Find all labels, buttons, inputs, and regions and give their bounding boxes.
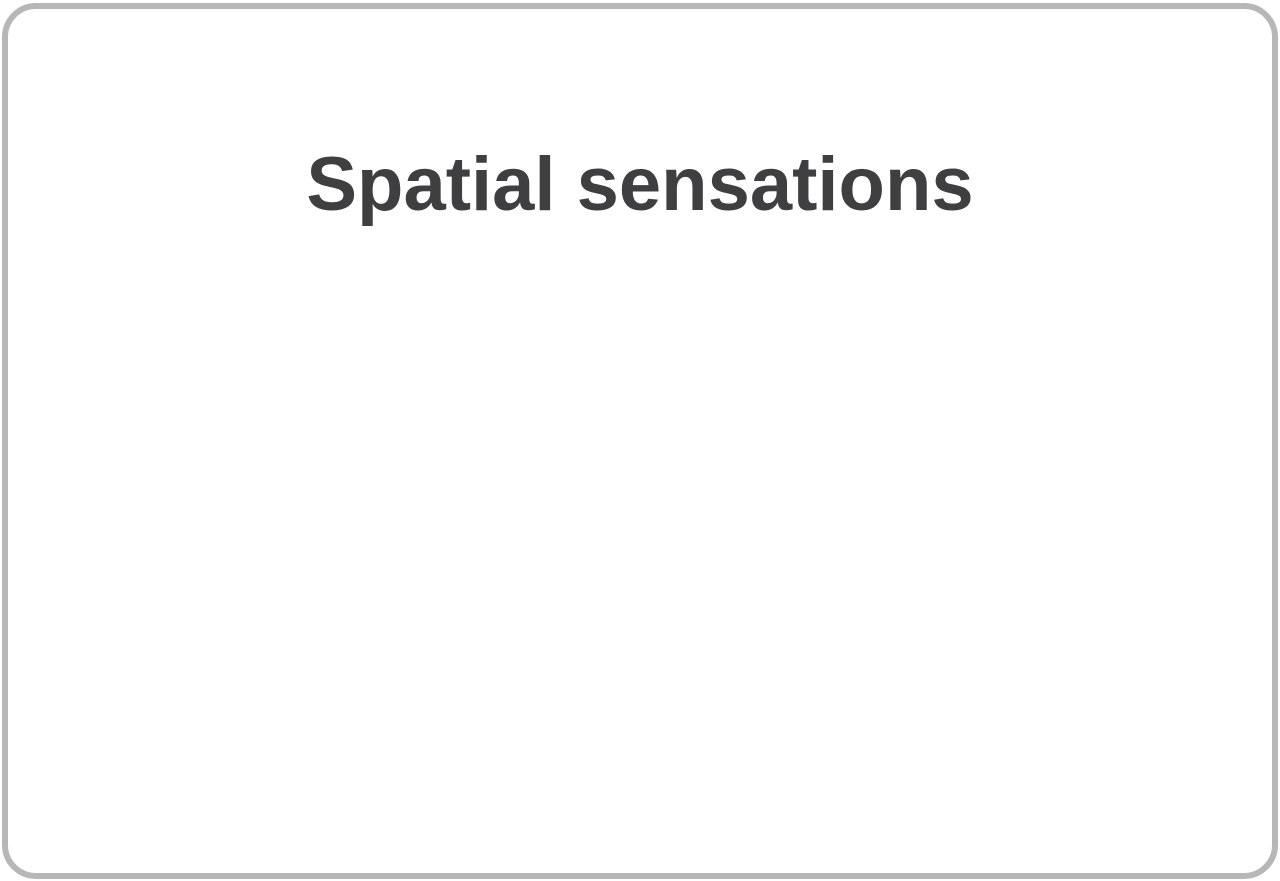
- card-title: Spatial sensations: [306, 142, 974, 227]
- content-card: Spatial sensations: [2, 3, 1278, 879]
